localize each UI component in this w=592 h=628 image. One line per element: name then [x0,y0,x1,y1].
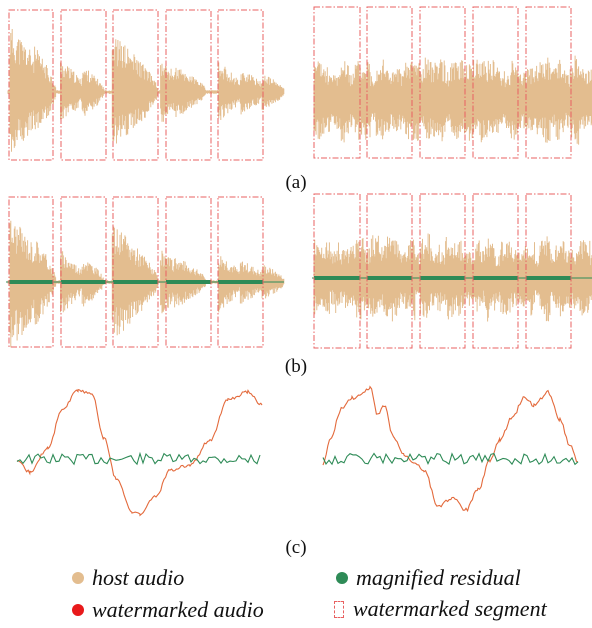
segment-b-left-box-1 [8,196,54,348]
legend-item-watermarked-audio: watermarked audio [72,597,264,622]
segment-b-right-box-3 [419,193,466,349]
host-waveform-right-a [313,55,592,145]
segment-a-right-box-3 [419,6,466,159]
segment-b-left-box-5 [217,196,264,348]
segment-b-right-box-4 [472,193,519,349]
segment-a-left-box-1 [8,9,54,161]
segment-a-left-box-3 [112,9,159,161]
residual-marker-icon [336,572,348,584]
segment-b-left-box-2 [60,196,107,348]
segment-a-left-box-2 [60,9,107,161]
segment-a-right-box-2 [366,6,413,159]
legend-item-host-audio: host audio [72,565,185,590]
segment-a-right-box-5 [525,6,572,159]
residual-trace-right [322,452,579,466]
segment-b-right-box-5 [525,193,572,349]
segment-a-left-box-4 [165,9,212,161]
row-a-waveforms [7,6,592,161]
watermarked-audio-trace-right [322,385,579,513]
residual-trace-left [16,451,261,466]
segment-a-right-box-1 [313,6,361,159]
row-b-waveforms [6,193,592,349]
host-audio-marker-icon [72,572,84,584]
legend-label-host-audio: host audio [92,565,185,590]
legend-label-magnified-residual: magnified residual [356,565,521,590]
segment-b-right-box-2 [366,193,413,349]
segment-b-left-box-3 [112,196,159,348]
legend-label-watermarked-segment: watermarked segment [353,596,547,621]
watermarked-audio-marker-icon [72,604,84,616]
host-waveform-left-b [7,220,285,348]
legend-label-watermarked-audio: watermarked audio [92,597,264,622]
watermarked-audio-trace-left [16,388,263,517]
row-c-zoomed-waveforms [16,385,579,517]
legend-item-watermarked-segment: watermarked segment [334,596,547,621]
host-waveform-left-a [7,29,285,152]
dashed-box-icon [334,600,344,618]
segment-b-right-box-1 [313,193,361,349]
segment-a-right-box-4 [472,6,519,159]
caption-b: (b) [284,356,308,377]
segment-b-left-box-4 [165,196,212,348]
legend-item-magnified-residual: magnified residual [336,565,521,590]
caption-a: (a) [285,172,307,193]
segment-a-left-box-5 [217,9,264,161]
caption-c: (c) [285,537,307,558]
